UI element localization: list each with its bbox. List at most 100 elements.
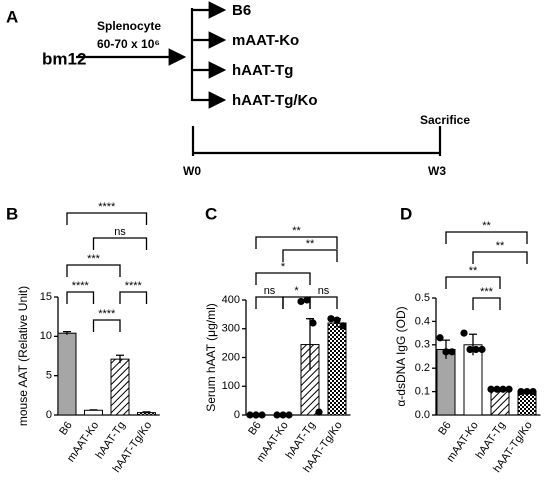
y-tick-label: 0.5: [415, 292, 430, 304]
significance-label: ***: [87, 253, 101, 265]
y-tick-label: 0: [46, 409, 52, 421]
data-point: [487, 385, 495, 393]
error-bar: [469, 333, 477, 356]
significance-label: **: [292, 225, 301, 237]
significance-bracket: [445, 276, 501, 289]
significance-bracket: [309, 296, 338, 309]
data-point: [273, 411, 281, 419]
x-tick-label: B6: [246, 420, 264, 438]
y-tick-label: 0.3: [415, 339, 430, 351]
significance-bracket: [445, 231, 528, 244]
data-point: [517, 388, 525, 396]
group-label: hAAT-Tg/Ko: [232, 92, 318, 109]
significance-label: ****: [98, 308, 116, 320]
error-bar: [89, 409, 98, 411]
data-point: [327, 315, 335, 323]
significance-label: **: [306, 238, 315, 250]
significance-label: ****: [72, 280, 90, 292]
y-tick-label: 0.0: [415, 409, 430, 421]
significance-bracket: [255, 272, 311, 285]
week-label: W0: [183, 164, 201, 178]
bar: [327, 322, 347, 416]
data-point: [333, 316, 341, 324]
data-point: [309, 319, 317, 327]
significance-label: ns: [318, 285, 330, 297]
bar: [490, 388, 510, 416]
data-point: [436, 334, 444, 342]
significance-label: **: [469, 265, 478, 277]
significance-label: ****: [98, 201, 116, 213]
error-bar: [63, 330, 71, 335]
significance-label: **: [482, 220, 491, 232]
y-tick-label: 300: [222, 323, 240, 335]
data-point: [285, 411, 293, 419]
panel-letter: A: [6, 7, 18, 26]
data-point: [252, 411, 260, 419]
group-label: B6: [232, 2, 251, 19]
panel-letter: B: [6, 204, 18, 223]
significance-label: *: [281, 261, 286, 273]
significance-bracket: [255, 296, 284, 309]
y-tick-label: 0: [234, 409, 240, 421]
error-bar: [116, 354, 124, 364]
significance-bracket: [472, 251, 528, 264]
significance-label: *: [294, 285, 299, 297]
panel-a: A bm12 Splenocyte 60-70 x 10⁶ B6 mAAT-Ko…: [6, 1, 470, 178]
y-tick-label: 5: [46, 370, 52, 382]
bar: [436, 348, 456, 416]
panel-letter: C: [205, 204, 217, 223]
significance-label: ***: [480, 286, 494, 298]
data-point: [460, 329, 468, 337]
data-point: [505, 385, 513, 393]
y-tick-label: 200: [222, 351, 240, 363]
y-tick-label: 100: [222, 380, 240, 392]
significance-bracket: [119, 291, 148, 304]
significance-bracket: [472, 297, 501, 310]
data-point: [478, 345, 486, 354]
y-tick-label: 400: [222, 294, 240, 306]
cells-label: Splenocyte: [97, 19, 161, 33]
data-point: [466, 345, 474, 354]
significance-bracket: [66, 264, 121, 277]
data-point: [246, 411, 254, 419]
y-axis-label: mouse AAT (Relative Unit): [16, 286, 30, 426]
group-label: hAAT-Tg: [232, 62, 293, 79]
data-point: [529, 388, 537, 396]
week-label: W3: [428, 164, 446, 178]
error-bar: [142, 411, 151, 414]
data-point: [523, 388, 531, 396]
end-label: Sacrifice: [420, 113, 470, 127]
bar: [110, 358, 130, 416]
data-point: [258, 411, 266, 419]
group-label: mAAT-Ko: [232, 32, 299, 49]
y-tick-label: 15: [40, 291, 52, 303]
y-axis-label: α-dsDNA IgG (OD): [394, 306, 408, 406]
y-tick-label: 10: [40, 330, 52, 342]
data-point: [493, 385, 501, 393]
data-point: [448, 348, 456, 356]
source-label: bm12: [42, 49, 86, 68]
bar: [84, 409, 103, 416]
significance-bracket: [92, 319, 121, 332]
significance-label: **: [496, 240, 505, 252]
data-point: [279, 411, 287, 419]
data-point: [297, 297, 305, 306]
x-tick-label: B6: [57, 420, 75, 438]
significance-label: ns: [264, 285, 276, 297]
significance-label: ns: [114, 226, 126, 238]
x-tick-label: B6: [436, 420, 454, 438]
dose-label: 60-70 x 10⁶: [97, 37, 160, 51]
data-point: [442, 348, 450, 356]
data-point: [339, 322, 347, 330]
y-tick-label: 0.2: [415, 362, 430, 374]
y-tick-label: 0.1: [415, 386, 430, 398]
data-point: [303, 296, 311, 304]
error-bar: [306, 318, 314, 371]
panel-letter: D: [400, 204, 412, 223]
y-tick-label: 0.4: [415, 315, 430, 327]
significance-bracket: [66, 212, 148, 225]
data-point: [472, 345, 480, 354]
significance-bracket: [255, 236, 338, 249]
data-point: [315, 408, 323, 416]
